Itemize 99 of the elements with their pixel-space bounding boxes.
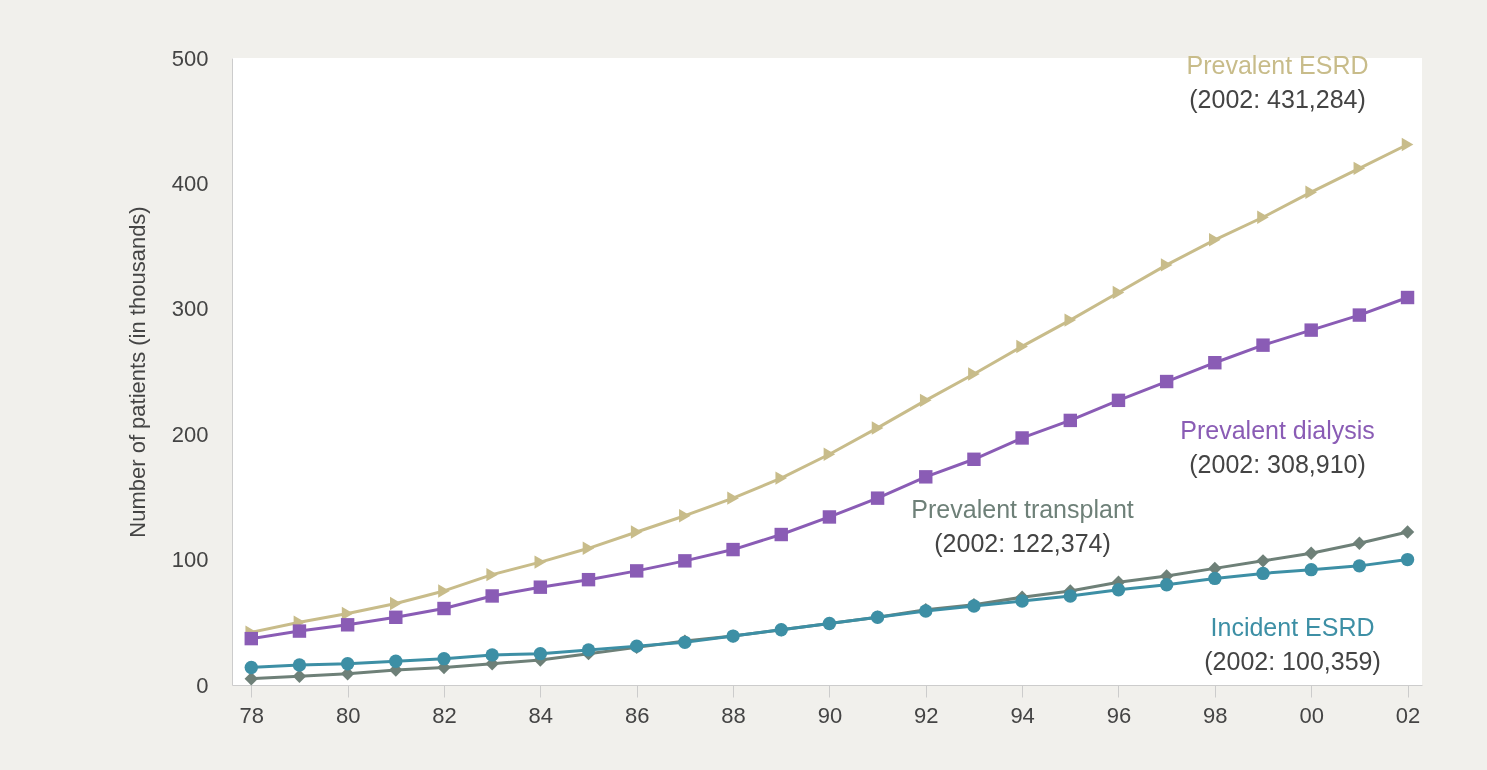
point bbox=[1208, 571, 1222, 586]
x-tick-label: 88 bbox=[721, 702, 746, 728]
point bbox=[341, 606, 354, 621]
point bbox=[533, 580, 548, 594]
point bbox=[533, 646, 548, 661]
point bbox=[1112, 285, 1125, 300]
point bbox=[919, 393, 932, 408]
point bbox=[437, 601, 451, 616]
point bbox=[1111, 393, 1126, 408]
series-label: Prevalent dialysis bbox=[1180, 415, 1375, 444]
annotation: (2002: 122,374) bbox=[934, 529, 1111, 558]
point bbox=[968, 367, 980, 381]
point bbox=[1064, 313, 1077, 327]
x-tick-label: 86 bbox=[624, 702, 650, 728]
point bbox=[678, 554, 692, 568]
x-tick-label: 02 bbox=[1395, 702, 1421, 728]
y-tick-label: 200 bbox=[171, 421, 209, 447]
y-axis-title: Number of patients (in thousands) bbox=[124, 206, 150, 538]
x-tick-label: 00 bbox=[1299, 702, 1324, 728]
x-tick-label: 98 bbox=[1203, 702, 1228, 728]
point bbox=[1209, 233, 1221, 247]
point bbox=[485, 648, 499, 662]
point bbox=[1400, 552, 1415, 567]
point bbox=[292, 624, 307, 638]
x-tick-label: 84 bbox=[528, 702, 554, 728]
point bbox=[534, 555, 547, 569]
point bbox=[582, 541, 595, 556]
point bbox=[340, 656, 355, 671]
point bbox=[679, 509, 691, 523]
point bbox=[1159, 577, 1174, 592]
point bbox=[292, 669, 307, 683]
point bbox=[870, 491, 885, 505]
y-tick-label: 300 bbox=[171, 296, 209, 322]
x-tick-label: 90 bbox=[817, 702, 843, 728]
x-tick-label: 82 bbox=[432, 702, 457, 728]
point bbox=[581, 572, 596, 587]
x-tick-label: 80 bbox=[335, 702, 361, 728]
point bbox=[1352, 559, 1367, 573]
point bbox=[1305, 185, 1317, 199]
y-tick-label: 500 bbox=[171, 45, 209, 71]
point bbox=[340, 618, 355, 632]
x-tick-label: 96 bbox=[1106, 702, 1132, 728]
point bbox=[1256, 338, 1270, 352]
point bbox=[1016, 339, 1028, 354]
point bbox=[1400, 525, 1415, 539]
point bbox=[1160, 258, 1173, 272]
y-tick-label: 100 bbox=[171, 547, 209, 573]
text: Prevalent ESRD bbox=[1186, 50, 1369, 79]
point bbox=[485, 589, 499, 603]
point bbox=[919, 470, 933, 484]
point bbox=[244, 631, 258, 646]
point bbox=[389, 610, 403, 624]
point bbox=[1352, 536, 1367, 551]
annotation: (2002: 100,359) bbox=[1204, 646, 1381, 675]
point bbox=[1401, 137, 1414, 152]
point bbox=[822, 510, 837, 524]
point bbox=[581, 643, 596, 657]
y-tick-label: 0 bbox=[196, 672, 209, 698]
point bbox=[438, 584, 450, 598]
point bbox=[244, 660, 258, 675]
point bbox=[1304, 562, 1318, 577]
point bbox=[630, 525, 643, 539]
point bbox=[1015, 431, 1029, 445]
point bbox=[486, 567, 498, 582]
point bbox=[1304, 323, 1318, 337]
point bbox=[967, 452, 981, 466]
point bbox=[727, 491, 739, 505]
point bbox=[437, 651, 451, 666]
point bbox=[1257, 210, 1269, 224]
point bbox=[1353, 161, 1366, 176]
point bbox=[244, 672, 258, 686]
point bbox=[1256, 566, 1270, 581]
point bbox=[1400, 290, 1415, 305]
point bbox=[390, 596, 402, 611]
point bbox=[1015, 594, 1029, 608]
point bbox=[629, 564, 644, 578]
point bbox=[726, 542, 740, 557]
point bbox=[1352, 308, 1367, 322]
x-tick-label: 78 bbox=[239, 702, 265, 728]
point bbox=[871, 421, 884, 435]
point bbox=[1159, 374, 1174, 389]
y-tick-label: 400 bbox=[171, 170, 209, 196]
point bbox=[823, 447, 836, 461]
point bbox=[1063, 589, 1078, 603]
point bbox=[1256, 554, 1270, 568]
point bbox=[1304, 546, 1318, 561]
point bbox=[1111, 583, 1126, 597]
annotation: (2002: 431,284) bbox=[1189, 84, 1366, 113]
point bbox=[775, 471, 788, 485]
point bbox=[1063, 413, 1078, 428]
point bbox=[292, 658, 307, 672]
series-label: Incident ESRD bbox=[1210, 612, 1375, 641]
annotation: (2002: 308,910) bbox=[1189, 449, 1366, 478]
point bbox=[774, 527, 788, 542]
point bbox=[1208, 356, 1222, 370]
point bbox=[389, 654, 403, 668]
x-tick-label: 92 bbox=[914, 702, 939, 728]
text: Prevalent transplant bbox=[911, 495, 1134, 524]
x-tick-label: 94 bbox=[1010, 702, 1035, 728]
